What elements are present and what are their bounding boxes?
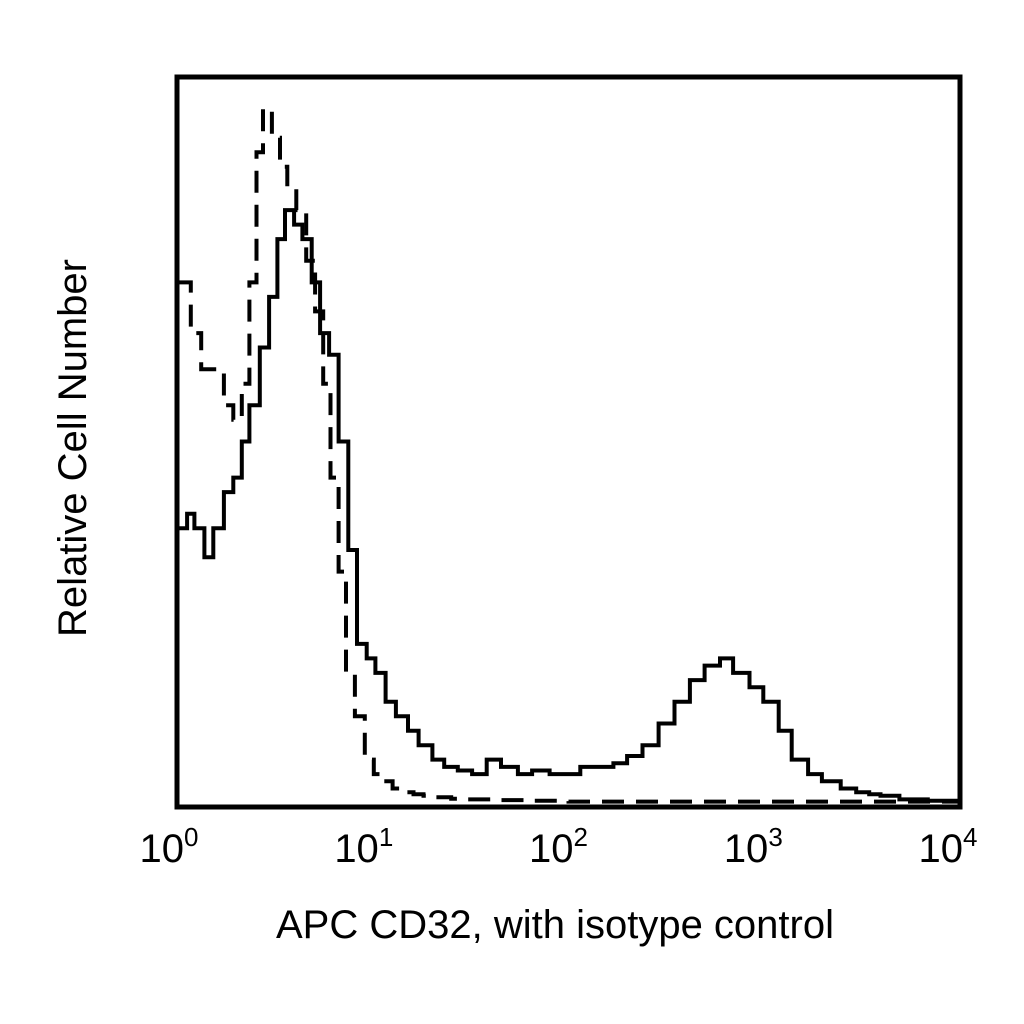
x-tick-label: 103: [724, 822, 783, 871]
x-axis-title: APC CD32, with isotype control: [276, 903, 834, 947]
x-tick-label: 102: [529, 822, 588, 871]
isotype-control-histogram-line: [179, 106, 958, 804]
series-layer: [179, 106, 960, 804]
y-axis-title: Relative Cell Number: [51, 259, 95, 637]
x-tick-label: 101: [334, 822, 393, 871]
plot-frame: [174, 74, 963, 810]
x-tick-label: 104: [919, 822, 978, 871]
x-tick-label: 100: [140, 822, 199, 871]
x-tick-labels: 100 101 102 103 104: [140, 822, 978, 871]
cd32-histogram-line: [179, 208, 960, 803]
